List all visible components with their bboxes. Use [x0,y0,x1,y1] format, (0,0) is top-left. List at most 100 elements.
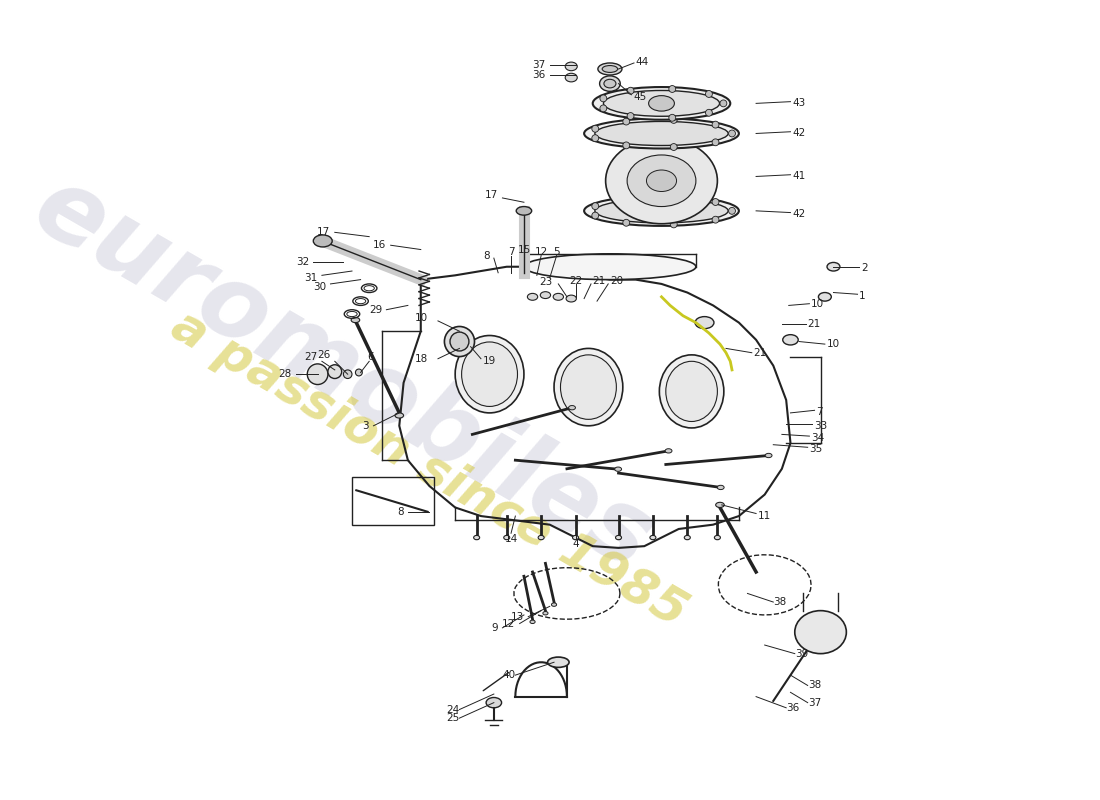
Text: 38: 38 [807,681,821,690]
Text: 27: 27 [305,352,318,362]
Text: 4: 4 [572,539,579,550]
Ellipse shape [604,90,719,116]
Text: 19: 19 [483,356,496,366]
Text: 22: 22 [569,276,582,286]
Ellipse shape [351,318,360,322]
Ellipse shape [561,355,616,419]
Circle shape [705,90,713,98]
Ellipse shape [598,63,622,75]
Text: 40: 40 [503,670,515,680]
Text: 11: 11 [758,511,771,521]
Circle shape [623,118,629,125]
Ellipse shape [462,342,517,406]
Ellipse shape [666,449,672,453]
Ellipse shape [606,138,717,224]
Text: 21: 21 [593,276,606,286]
Ellipse shape [695,317,714,329]
Ellipse shape [818,293,832,301]
Text: 10: 10 [826,339,839,349]
Text: 35: 35 [810,444,823,454]
Text: 26: 26 [317,350,330,360]
Ellipse shape [684,535,691,540]
Text: 14: 14 [505,534,518,544]
Text: 36: 36 [532,70,546,80]
Text: 20: 20 [609,276,623,286]
Ellipse shape [666,362,717,422]
Circle shape [712,139,719,146]
Text: 8: 8 [397,506,404,517]
Ellipse shape [659,355,724,428]
Circle shape [720,100,727,107]
Text: 29: 29 [368,305,382,314]
Ellipse shape [650,535,656,540]
Text: 37: 37 [532,60,546,70]
Circle shape [592,202,598,210]
Text: 15: 15 [517,246,530,255]
Ellipse shape [584,196,739,226]
Ellipse shape [314,235,332,247]
Ellipse shape [540,292,551,298]
Text: 23: 23 [539,278,552,287]
Text: 12: 12 [535,247,548,257]
Circle shape [670,143,678,150]
Ellipse shape [616,535,622,540]
Ellipse shape [530,620,535,623]
Ellipse shape [647,170,676,191]
Circle shape [623,142,629,149]
Ellipse shape [450,332,469,351]
Text: 16: 16 [373,240,386,250]
Circle shape [627,87,634,94]
Ellipse shape [538,535,544,540]
Text: 7: 7 [816,407,823,417]
Ellipse shape [602,66,618,73]
Bar [352,478,433,525]
Text: 25: 25 [447,713,460,723]
Ellipse shape [569,406,575,410]
Text: 41: 41 [792,171,805,182]
Circle shape [712,121,719,128]
Circle shape [627,113,634,119]
Ellipse shape [795,610,846,654]
Text: 37: 37 [807,698,821,708]
Text: euromobiles: euromobiles [16,158,670,590]
Text: 39: 39 [795,649,808,658]
Ellipse shape [565,74,578,82]
Circle shape [600,95,607,102]
Circle shape [623,195,629,202]
Circle shape [670,221,678,228]
Ellipse shape [827,262,840,271]
Text: 9: 9 [492,623,498,633]
Text: 2: 2 [861,263,868,274]
Text: 45: 45 [634,92,647,102]
Circle shape [670,117,678,123]
Ellipse shape [543,611,548,615]
Text: 8: 8 [483,250,490,261]
Text: 43: 43 [792,98,805,108]
Ellipse shape [455,335,524,413]
Ellipse shape [649,96,674,111]
Text: 12: 12 [502,618,515,629]
Ellipse shape [527,294,538,300]
Circle shape [592,134,598,142]
Ellipse shape [615,467,622,471]
Circle shape [600,105,607,112]
Ellipse shape [572,535,579,540]
Ellipse shape [783,334,799,345]
Ellipse shape [604,79,616,88]
Text: 44: 44 [636,57,649,67]
Text: 28: 28 [278,370,292,379]
Text: 3: 3 [363,421,370,430]
Circle shape [343,370,352,378]
Text: 1: 1 [859,291,866,301]
Text: 21: 21 [754,348,767,358]
Ellipse shape [553,294,563,300]
Text: 13: 13 [510,612,524,622]
Text: 30: 30 [314,282,327,291]
Ellipse shape [716,502,724,507]
Circle shape [670,194,678,201]
Text: 32: 32 [296,258,309,267]
Ellipse shape [627,155,696,206]
Text: 17: 17 [485,190,498,200]
Text: 7: 7 [508,247,515,257]
Circle shape [592,212,598,219]
